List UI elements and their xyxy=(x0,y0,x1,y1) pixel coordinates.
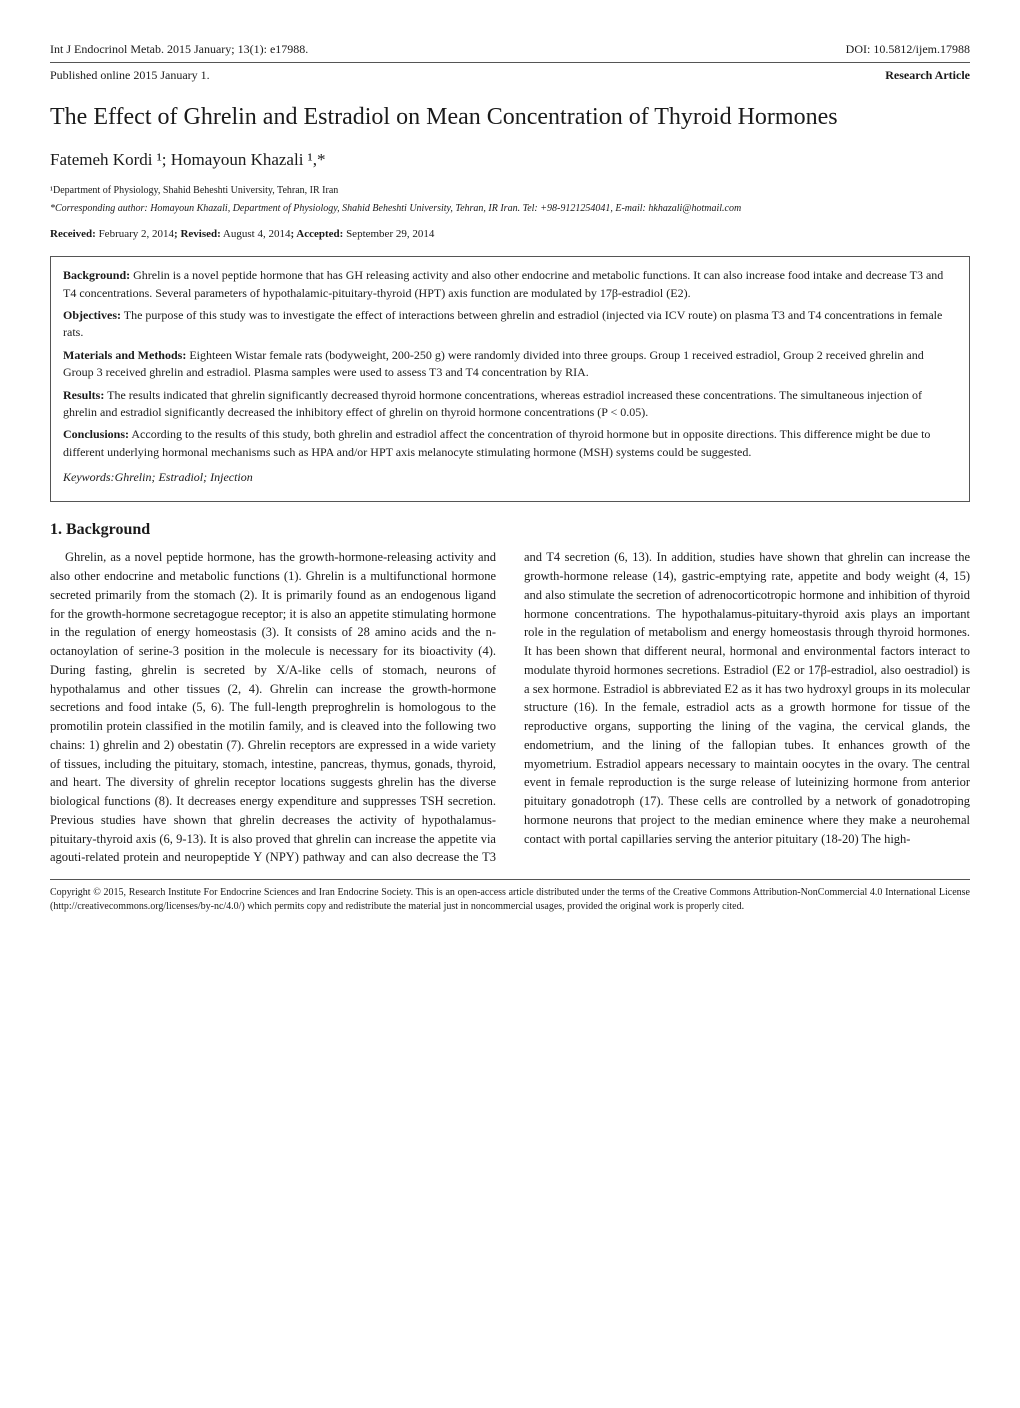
article-type: Research Article xyxy=(885,66,970,84)
authors: Fatemeh Kordi ¹; Homayoun Khazali ¹,* xyxy=(50,147,970,173)
article-dates: Received: February 2, 2014; Revised: Aug… xyxy=(50,226,970,243)
corresponding-author: *Corresponding author: Homayoun Khazali,… xyxy=(50,201,970,216)
revised-label: ; Revised: xyxy=(174,228,221,240)
abstract-background: Ghrelin is a novel peptide hormone that … xyxy=(63,268,943,299)
abstract-box: Background: Ghrelin is a novel peptide h… xyxy=(50,256,970,502)
journal-citation: Int J Endocrinol Metab. 2015 January; 13… xyxy=(50,40,308,58)
affiliation: ¹Department of Physiology, Shahid Behesh… xyxy=(50,183,970,198)
abstract-conclusions: According to the results of this study, … xyxy=(63,427,930,458)
doi: DOI: 10.5812/ijem.17988 xyxy=(846,40,970,58)
published-date: Published online 2015 January 1. xyxy=(50,66,210,84)
keywords-label: Keywords: xyxy=(63,470,115,484)
section-body: Ghrelin, as a novel peptide hormone, has… xyxy=(50,548,970,867)
keywords: Ghrelin; Estradiol; Injection xyxy=(115,470,253,484)
accepted-label: ; Accepted: xyxy=(290,228,343,240)
abstract-results: The results indicated that ghrelin signi… xyxy=(63,388,922,419)
received-date: February 2, 2014 xyxy=(96,228,174,240)
body-columns: Ghrelin, as a novel peptide hormone, has… xyxy=(50,548,970,867)
received-label: Received: xyxy=(50,228,96,240)
accepted-date: September 29, 2014 xyxy=(343,228,434,240)
abstract-conclusions-label: Conclusions: xyxy=(63,427,129,441)
section-heading-background: 1. Background xyxy=(50,518,970,542)
abstract-objectives: The purpose of this study was to investi… xyxy=(63,308,942,339)
abstract-objectives-label: Objectives: xyxy=(63,308,121,322)
abstract-background-label: Background: xyxy=(63,268,130,282)
article-title: The Effect of Ghrelin and Estradiol on M… xyxy=(50,102,970,133)
abstract-methods-label: Materials and Methods: xyxy=(63,348,186,362)
revised-date: August 4, 2014 xyxy=(221,228,291,240)
copyright-notice: Copyright © 2015, Research Institute For… xyxy=(50,879,970,913)
abstract-methods: Eighteen Wistar female rats (bodyweight,… xyxy=(63,348,924,379)
abstract-results-label: Results: xyxy=(63,388,104,402)
